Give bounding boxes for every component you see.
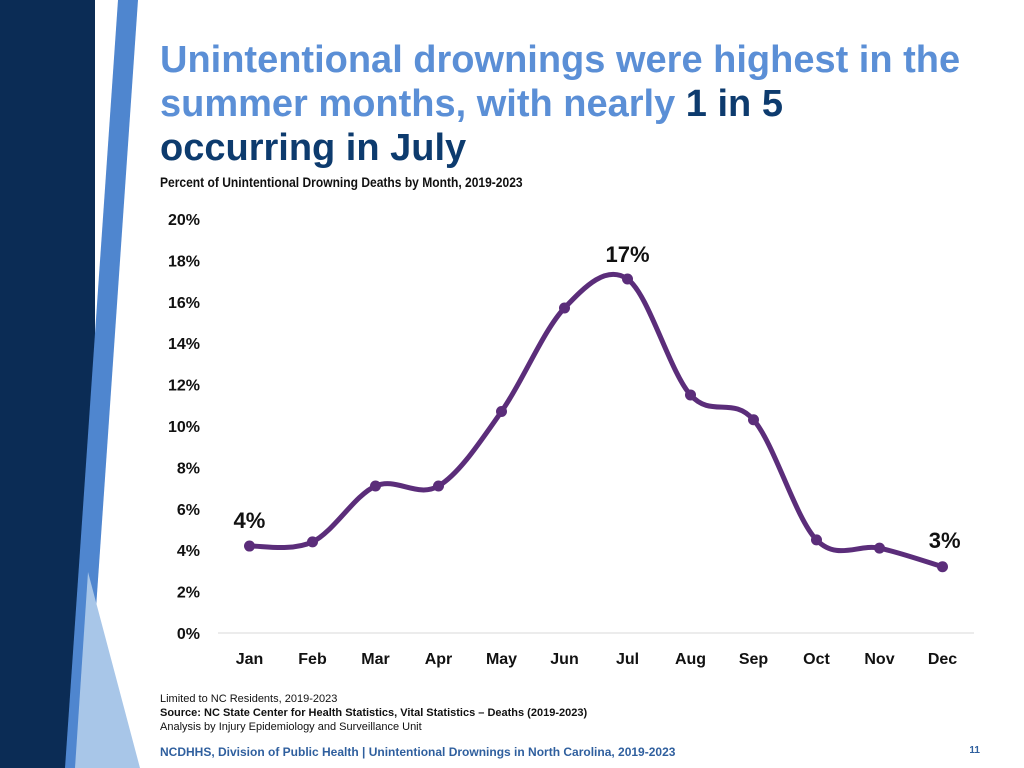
chart-title: Percent of Unintentional Drowning Deaths… — [160, 174, 523, 190]
chart-notes: Limited to NC Residents, 2019-2023 Sourc… — [160, 692, 587, 734]
y-tick-label: 14% — [168, 336, 200, 353]
data-label-jan: 4% — [234, 508, 266, 533]
note-analysis: Analysis by Injury Epidemiology and Surv… — [160, 721, 422, 733]
y-tick-label: 8% — [177, 460, 200, 477]
x-tick-label: Apr — [425, 651, 453, 668]
sidebar-blue-stripe — [65, 0, 138, 768]
y-axis-ticks: 0% 2% 4% 6% 8% 10% 12% 14% 16% 18% 20% — [168, 212, 200, 643]
page-number: 11 — [969, 745, 980, 756]
y-tick-label: 18% — [168, 253, 200, 270]
data-label-dec: 3% — [929, 528, 961, 553]
y-tick-label: 6% — [177, 502, 200, 519]
y-tick-label: 10% — [168, 419, 200, 436]
x-tick-label: May — [486, 651, 517, 668]
data-point-dec — [937, 561, 948, 573]
data-point-may — [496, 406, 507, 418]
x-tick-label: Jul — [616, 651, 639, 668]
slide-title: Unintentional drownings were highest in … — [160, 38, 980, 170]
x-tick-label: Oct — [803, 651, 830, 668]
y-tick-label: 20% — [168, 212, 200, 229]
title-highlight: 1 in 5 — [685, 83, 783, 125]
x-axis-ticks: Jan Feb Mar Apr May Jun Jul Aug Sep Oct Nov Dec — [236, 651, 958, 668]
data-points — [244, 273, 948, 573]
data-point-jan — [244, 540, 255, 552]
x-tick-label: Feb — [298, 651, 327, 668]
data-point-mar — [370, 480, 381, 492]
data-point-jul — [622, 273, 633, 285]
line-chart: 0% 2% 4% 6% 8% 10% 12% 14% 16% 18% 20% Jan Feb Mar Ap… — [168, 212, 974, 668]
y-tick-label: 12% — [168, 378, 200, 395]
note-source: Source: NC State Center for Health Stati… — [160, 707, 588, 719]
x-tick-label: Nov — [864, 651, 894, 668]
y-tick-label: 4% — [177, 543, 200, 560]
title-text-part2: occurring in July — [160, 127, 467, 169]
x-tick-label: Jan — [236, 651, 264, 668]
x-tick-label: Aug — [675, 651, 706, 668]
data-label-jul: 17% — [605, 242, 649, 267]
note-residents: Limited to NC Residents, 2019-2023 — [160, 693, 338, 705]
data-point-nov — [874, 542, 885, 554]
x-tick-label: Jun — [550, 651, 578, 668]
x-tick-label: Dec — [928, 651, 957, 668]
data-point-jun — [559, 302, 570, 314]
footer: NCDHHS, Division of Public Health | Unin… — [160, 745, 676, 759]
series-line — [247, 271, 945, 570]
data-point-oct — [811, 534, 822, 546]
data-point-aug — [685, 389, 696, 401]
data-point-apr — [433, 480, 444, 492]
y-tick-label: 0% — [177, 626, 200, 643]
decorative-sidebar — [0, 0, 140, 768]
y-tick-label: 2% — [177, 585, 200, 602]
y-tick-label: 16% — [168, 295, 200, 312]
data-labels: 4% 17% 3% — [234, 242, 961, 553]
data-point-feb — [307, 536, 318, 548]
x-tick-label: Mar — [361, 651, 389, 668]
x-tick-label: Sep — [739, 651, 769, 668]
data-point-sep — [748, 414, 759, 426]
title-text-part1: Unintentional drownings were highest in … — [160, 39, 961, 125]
sidebar-light-triangle — [75, 572, 140, 768]
